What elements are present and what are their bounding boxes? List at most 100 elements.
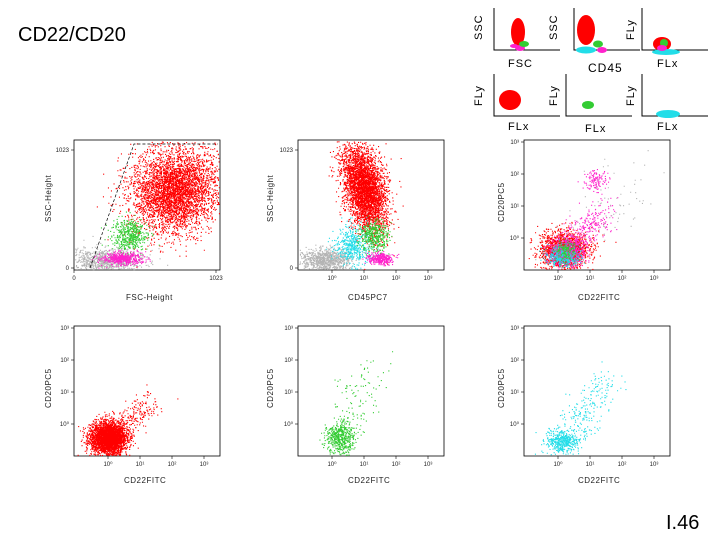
y-tick-label: 10² (60, 358, 69, 364)
x-tick-label: 10⁰ (553, 275, 563, 282)
plot1-ylabel: SSC-Height (44, 174, 53, 222)
x-tick-label: 10² (392, 462, 401, 468)
plot6-ylabel: CD20PC5 (497, 368, 506, 408)
thumb3-ylabel: FLy (625, 19, 637, 40)
y-tick-label: 10¹ (284, 390, 293, 396)
x-tick-label: 10³ (650, 276, 659, 282)
plot-frame (297, 325, 445, 457)
plot-cd20-cd22-red: 10⁰ 10¹ 10² 10³ 10⁰ 10¹ 10² 10³ (60, 325, 221, 468)
thumb-fly-flx-all (641, 8, 708, 55)
x-tick-label: 1023 (209, 276, 223, 282)
thumb1-xlabel: FSC (508, 58, 533, 70)
event-cloud (577, 169, 611, 194)
y-tick-label: 10² (510, 172, 519, 178)
thumb4-xlabel: FLx (508, 121, 530, 133)
x-tick-label: 10³ (424, 276, 433, 282)
x-tick-label: 10¹ (586, 276, 595, 282)
y-tick-label: 0 (290, 266, 294, 272)
x-tick-label: 10³ (650, 462, 659, 468)
y-tick-label: 10² (510, 358, 519, 364)
x-tick-label: 10⁰ (553, 461, 563, 468)
x-tick-label: 10² (618, 462, 627, 468)
plot5-ylabel: CD20PC5 (266, 368, 275, 408)
thumb1-ylabel: SSC (473, 14, 485, 40)
thumb-fly-flx-red (493, 74, 560, 118)
event-cloud (328, 141, 404, 270)
x-tick-label: 10³ (424, 462, 433, 468)
y-tick-label: 10² (284, 358, 293, 364)
thumb5-ylabel: FLy (548, 85, 560, 106)
plot-ssc-cd45: 10⁰ 10¹ 10² 10³ 0 1023 (280, 139, 445, 282)
y-tick-label: 10⁰ (510, 235, 520, 242)
thumb2-ylabel: SSC (548, 14, 560, 40)
y-tick-label: 10⁰ (284, 421, 294, 428)
slide-number: I.46 (666, 512, 700, 534)
event-cloud (539, 239, 585, 269)
event-trail (93, 384, 179, 454)
plot-cd20-cd22-cyan: 10⁰ 10¹ 10² 10³ 10⁰ 10¹ 10² 10³ (510, 325, 671, 468)
y-tick-label: 10³ (284, 326, 293, 332)
x-tick-label: 0 (72, 276, 76, 282)
event-cloud (91, 249, 151, 269)
plot-cd20-cd22-green: 10⁰ 10¹ 10² 10³ 10⁰ 10¹ 10² 10³ (284, 325, 445, 468)
events (534, 361, 627, 456)
y-tick-label: 0 (66, 266, 70, 272)
x-tick-label: 10¹ (360, 276, 369, 282)
x-tick-label: 10² (392, 276, 401, 282)
plot1-xlabel: FSC-Height (126, 293, 173, 302)
events (77, 384, 179, 456)
x-tick-label: 10³ (200, 462, 209, 468)
y-tick-label: 1023 (56, 148, 70, 154)
x-tick-label: 10¹ (360, 462, 369, 468)
gate-line (89, 143, 218, 269)
event-cloud (299, 244, 364, 270)
thumb-fly-flx-green (565, 74, 632, 118)
slide-title: CD22/CD20 (18, 24, 126, 46)
x-tick-label: 10⁰ (103, 461, 113, 468)
event-cloud (96, 141, 220, 268)
y-tick-label: 10¹ (60, 390, 69, 396)
events (528, 150, 665, 270)
y-tick-label: 10³ (510, 326, 519, 332)
y-tick-label: 10³ (510, 140, 519, 146)
plot3-ylabel: CD20PC5 (497, 182, 506, 222)
thumb3-xlabel: FLx (657, 58, 679, 70)
plot2-xlabel: CD45PC7 (348, 293, 388, 302)
event-cloud (325, 217, 379, 270)
x-tick-label: 10¹ (136, 462, 145, 468)
event-cloud (319, 417, 359, 456)
plot6-xlabel: CD22FITC (578, 476, 621, 485)
y-tick-label: 10¹ (510, 204, 519, 210)
event-cloud (534, 424, 586, 456)
thumb5-xlabel: FLx (585, 123, 607, 135)
y-tick-label: 10⁰ (60, 421, 70, 428)
plot-cd20-cd22-all: 10⁰ 10¹ 10² 10³ 10⁰ 10¹ 10² 10³ (510, 139, 671, 282)
plot4-xlabel: CD22FITC (124, 476, 167, 485)
y-tick-label: 10¹ (510, 390, 519, 396)
y-tick-label: 1023 (280, 148, 294, 154)
events (319, 351, 394, 456)
thumb-ssc-cd45 (573, 8, 640, 54)
x-tick-label: 10⁰ (327, 275, 337, 282)
x-tick-label: 10⁰ (327, 461, 337, 468)
plot2-ylabel: SSC-Height (266, 174, 275, 222)
thumb-ssc-fsc (493, 8, 560, 52)
event-cloud (362, 250, 400, 267)
plot5-xlabel: CD22FITC (348, 476, 391, 485)
thumb-fly-flx-cyan (641, 74, 708, 118)
thumb4-ylabel: FLy (473, 85, 485, 106)
thumb6-ylabel: FLy (625, 85, 637, 106)
plot4-ylabel: CD20PC5 (44, 368, 53, 408)
y-tick-label: 10³ (60, 326, 69, 332)
event-cloud (100, 211, 160, 257)
x-tick-label: 10² (168, 462, 177, 468)
y-tick-label: 10⁰ (510, 421, 520, 428)
plot3-xlabel: CD22FITC (578, 293, 621, 302)
events (299, 141, 404, 270)
plot-ssc-fsc: 0 1023 0 1023 (56, 139, 223, 282)
thumb6-xlabel: FLx (657, 121, 679, 133)
event-cloud (355, 215, 393, 258)
event-cloud (552, 233, 580, 266)
x-tick-label: 10² (618, 276, 627, 282)
x-tick-label: 10¹ (586, 462, 595, 468)
